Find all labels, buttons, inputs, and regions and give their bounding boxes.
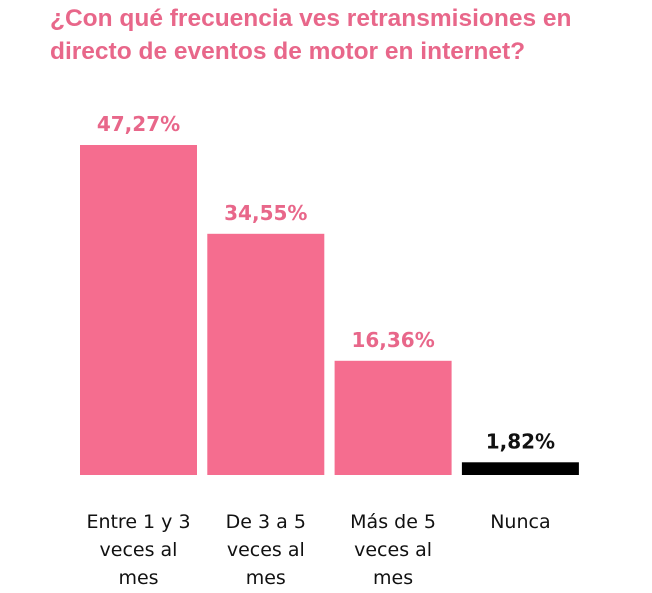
value-label-4: 1,82% bbox=[486, 429, 555, 453]
bar-3 bbox=[334, 360, 452, 475]
value-label-3: 16,36% bbox=[351, 328, 434, 352]
category-label-3: Más de 5 veces al mes bbox=[350, 511, 436, 589]
chart-title: ¿Con qué frecuencia ves retransmisiones … bbox=[50, 5, 572, 65]
bar-4 bbox=[461, 462, 579, 475]
category-label-2: De 3 a 5 veces al mes bbox=[226, 511, 306, 589]
category-label-1: Entre 1 y 3 veces al mes bbox=[86, 511, 190, 589]
category-label-4: Nunca bbox=[490, 511, 550, 533]
value-label-1: 47,27% bbox=[97, 112, 180, 136]
value-label-2: 34,55% bbox=[224, 201, 307, 225]
bar-2 bbox=[207, 233, 325, 475]
bar-1 bbox=[80, 145, 197, 475]
